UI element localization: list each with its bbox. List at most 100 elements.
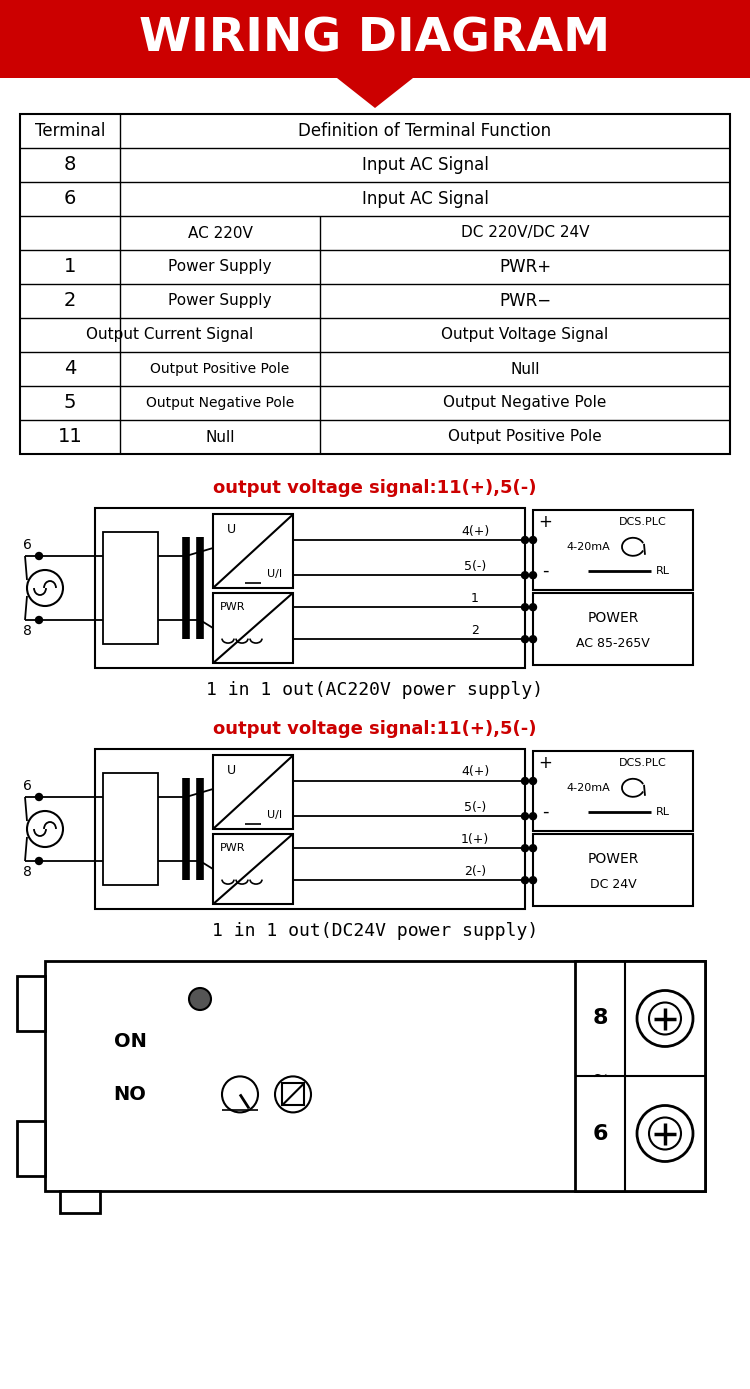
Text: ~: ~ [592, 1067, 608, 1085]
Text: DCS.PLC: DCS.PLC [620, 758, 667, 768]
Text: 4-20mA: 4-20mA [566, 542, 610, 551]
Bar [103, 532, 158, 644]
Bar [533, 510, 693, 590]
Text: 5(-): 5(-) [464, 800, 486, 814]
Circle shape [521, 876, 529, 883]
Circle shape [637, 1106, 693, 1161]
Circle shape [189, 988, 211, 1010]
Text: NO: NO [113, 1085, 146, 1104]
Circle shape [637, 990, 693, 1046]
Circle shape [35, 793, 43, 800]
Text: 8: 8 [592, 1008, 608, 1028]
Bar [95, 508, 525, 668]
Bar [95, 749, 525, 908]
Text: Output Positive Pole: Output Positive Pole [448, 429, 602, 444]
Text: RL: RL [656, 807, 670, 817]
Text: Definition of Terminal Function: Definition of Terminal Function [298, 122, 551, 140]
Text: AC 85-265V: AC 85-265V [576, 636, 650, 650]
Text: Power Supply: Power Supply [168, 260, 272, 275]
Text: 2(-): 2(-) [464, 865, 486, 878]
Text: 8: 8 [22, 865, 32, 879]
Text: 6: 6 [22, 779, 32, 793]
Text: AC 220V: AC 220V [188, 225, 253, 240]
Circle shape [521, 845, 529, 851]
Circle shape [530, 778, 536, 785]
Text: U: U [226, 522, 236, 536]
Circle shape [521, 813, 529, 820]
Text: PWR+: PWR+ [499, 258, 551, 276]
Text: ON: ON [113, 1032, 146, 1051]
Circle shape [649, 1003, 681, 1035]
Circle shape [530, 876, 536, 883]
Text: 4-20mA: 4-20mA [566, 783, 610, 793]
Text: POWER: POWER [587, 851, 639, 865]
Bar [533, 593, 693, 665]
Text: -: - [542, 561, 548, 579]
Circle shape [35, 857, 43, 864]
Text: 4(+): 4(+) [460, 525, 489, 538]
Circle shape [521, 536, 529, 543]
Bar [575, 961, 705, 1190]
Bar [533, 751, 693, 831]
Text: PWR−: PWR− [499, 292, 551, 310]
Text: Output Positive Pole: Output Positive Pole [150, 363, 290, 376]
Circle shape [530, 604, 536, 611]
Circle shape [530, 536, 536, 543]
Text: 6: 6 [64, 189, 76, 208]
Bar [533, 833, 693, 906]
Text: RL: RL [656, 565, 670, 576]
Circle shape [649, 1118, 681, 1150]
Text: Output Voltage Signal: Output Voltage Signal [441, 328, 609, 343]
Text: +: + [538, 754, 552, 772]
Text: DC 220V/DC 24V: DC 220V/DC 24V [460, 225, 590, 240]
Text: DC 24V: DC 24V [590, 878, 636, 890]
Text: 5(-): 5(-) [464, 560, 486, 572]
Bar [282, 1083, 304, 1106]
Text: PWR: PWR [220, 843, 246, 853]
Text: 4: 4 [64, 360, 76, 378]
Text: 1: 1 [64, 257, 76, 276]
Bar [213, 514, 293, 588]
Polygon shape [337, 78, 413, 108]
Circle shape [530, 636, 536, 643]
Text: output voltage signal:11(+),5(-): output voltage signal:11(+),5(-) [213, 720, 537, 738]
Text: 2: 2 [64, 292, 76, 311]
Text: WIRING DIAGRAM: WIRING DIAGRAM [140, 17, 610, 61]
Text: Input AC Signal: Input AC Signal [362, 156, 488, 174]
Text: Power Supply: Power Supply [168, 293, 272, 308]
Text: DCS.PLC: DCS.PLC [620, 517, 667, 526]
Text: Null: Null [206, 429, 235, 444]
Text: U: U [226, 764, 236, 776]
Text: PWR: PWR [220, 601, 246, 611]
Circle shape [521, 604, 529, 611]
Text: -: - [542, 803, 548, 821]
Bar [60, 1190, 100, 1213]
Text: output voltage signal:11(+),5(-): output voltage signal:11(+),5(-) [213, 479, 537, 497]
Bar [103, 774, 158, 885]
Text: Output Current Signal: Output Current Signal [86, 328, 254, 343]
Text: U/I: U/I [268, 569, 283, 579]
Text: 1 in 1 out(DC24V power supply): 1 in 1 out(DC24V power supply) [211, 922, 538, 940]
Text: 6: 6 [592, 1124, 608, 1143]
Text: 1: 1 [471, 592, 479, 604]
Text: Input AC Signal: Input AC Signal [362, 190, 488, 208]
Text: Output Negative Pole: Output Negative Pole [146, 396, 294, 410]
Text: 8: 8 [64, 156, 76, 175]
Circle shape [35, 617, 43, 624]
Text: 4(+): 4(+) [460, 765, 489, 778]
Circle shape [530, 845, 536, 851]
Bar [45, 961, 705, 1190]
Bar [20, 114, 730, 454]
Text: Output Negative Pole: Output Negative Pole [443, 396, 607, 411]
Text: +: + [538, 513, 552, 531]
Bar [17, 1121, 45, 1176]
Circle shape [521, 636, 529, 643]
Text: 1(+): 1(+) [460, 832, 489, 846]
Circle shape [521, 572, 529, 579]
Circle shape [530, 813, 536, 820]
Bar [17, 976, 45, 1031]
Text: Terminal: Terminal [34, 122, 105, 140]
Bar [213, 833, 293, 904]
Bar [213, 593, 293, 663]
Text: 5: 5 [64, 393, 76, 413]
